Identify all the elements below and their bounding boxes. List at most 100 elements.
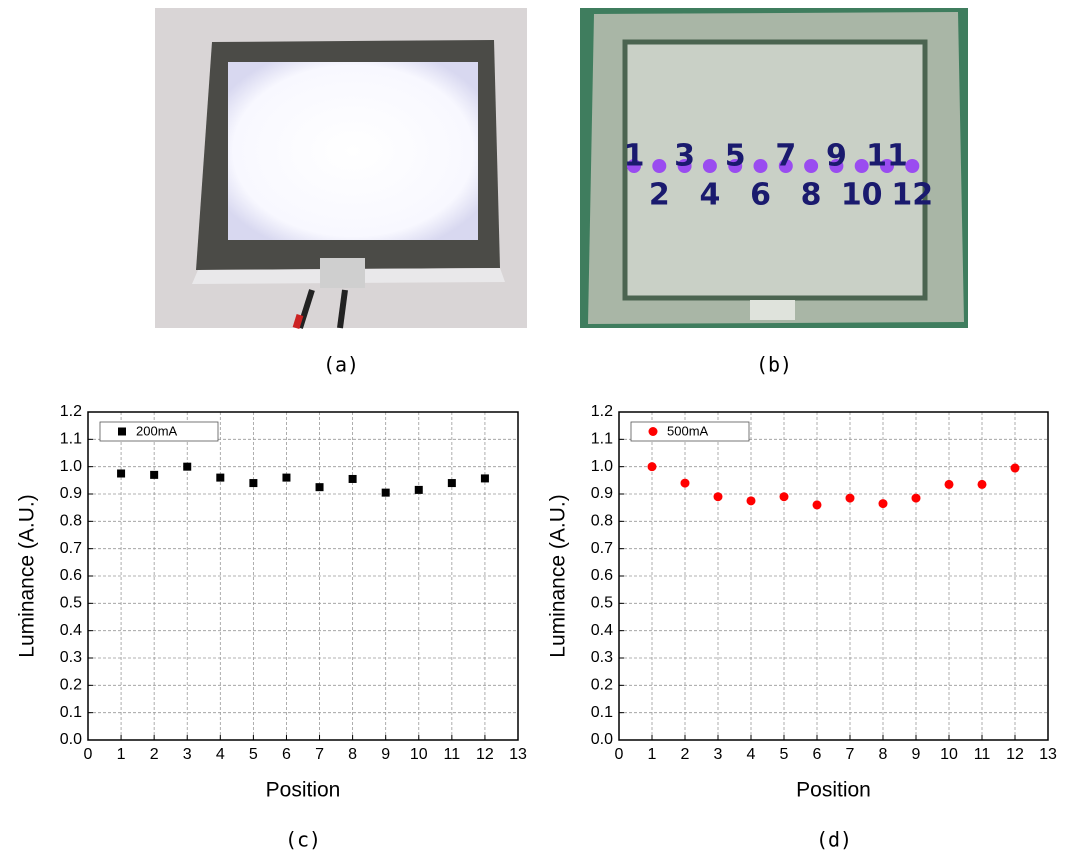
- data-point: [349, 475, 357, 483]
- data-point: [978, 480, 987, 489]
- caption: (b): [756, 353, 792, 377]
- data-point: [649, 427, 658, 436]
- y-tick-label: 0.0: [60, 731, 82, 748]
- position-number: 10: [841, 178, 883, 213]
- data-point: [249, 479, 257, 487]
- x-tick-label: 12: [1006, 746, 1024, 763]
- y-tick-label: 0.7: [591, 540, 613, 557]
- y-tick-label: 0.6: [591, 567, 613, 584]
- figure: (a) (b) 1234567891011120.00.10.20.30.40.…: [0, 0, 1070, 854]
- y-tick-label: 0.3: [60, 649, 82, 666]
- x-tick-label: 4: [747, 746, 756, 763]
- x-tick-label: 1: [117, 746, 126, 763]
- x-tick-label: 4: [216, 746, 225, 763]
- x-tick-label: 8: [879, 746, 888, 763]
- data-point: [150, 471, 158, 479]
- y-axis-title: Luminance (A.U.): [16, 494, 39, 657]
- data-point: [316, 483, 324, 491]
- y-tick-label: 1.1: [60, 431, 82, 448]
- y-tick-label: 0.4: [60, 622, 82, 639]
- probe-dot: [804, 159, 818, 173]
- data-point: [216, 474, 224, 482]
- x-tick-label: 6: [813, 746, 822, 763]
- data-point: [382, 489, 390, 497]
- y-tick-label: 0.3: [591, 649, 613, 666]
- data-point: [481, 474, 489, 482]
- y-tick-label: 0.2: [60, 677, 82, 694]
- y-tick-label: 0.9: [60, 485, 82, 502]
- y-tick-label: 0.9: [591, 485, 613, 502]
- x-tick-label: 5: [249, 746, 258, 763]
- y-tick-label: 1.0: [591, 458, 613, 475]
- data-point: [648, 462, 657, 471]
- y-tick-label: 0.1: [591, 704, 613, 721]
- position-number: 2: [649, 178, 670, 213]
- x-tick-label: 6: [282, 746, 291, 763]
- x-tick-label: 3: [183, 746, 192, 763]
- probe-dot: [703, 159, 717, 173]
- data-point: [448, 479, 456, 487]
- caption: (d): [816, 828, 852, 852]
- position-number: 12: [891, 178, 933, 213]
- x-tick-label: 1: [648, 746, 657, 763]
- y-tick-label: 0.1: [60, 704, 82, 721]
- x-tick-label: 9: [381, 746, 390, 763]
- legend-label: 500mA: [667, 423, 709, 438]
- data-point: [945, 480, 954, 489]
- y-tick-label: 0.6: [60, 567, 82, 584]
- position-number: 1: [624, 139, 645, 174]
- data-point: [846, 494, 855, 503]
- position-number: 8: [801, 178, 822, 213]
- x-tick-label: 0: [84, 746, 93, 763]
- y-tick-label: 1.2: [591, 403, 613, 420]
- legend-label: 200mA: [136, 423, 178, 438]
- x-tick-label: 7: [315, 746, 324, 763]
- x-tick-label: 7: [846, 746, 855, 763]
- y-tick-label: 0.5: [591, 595, 613, 612]
- position-number: 3: [674, 139, 695, 174]
- position-number: 9: [826, 139, 847, 174]
- y-tick-label: 0.4: [591, 622, 613, 639]
- data-point: [813, 500, 822, 509]
- x-tick-label: 0: [615, 746, 624, 763]
- y-tick-label: 1.0: [60, 458, 82, 475]
- x-tick-label: 10: [410, 746, 428, 763]
- position-number: 7: [775, 139, 796, 174]
- data-point: [912, 494, 921, 503]
- caption: (c): [285, 828, 321, 852]
- y-tick-label: 1.1: [591, 431, 613, 448]
- x-tick-label: 9: [912, 746, 921, 763]
- position-number: 5: [725, 139, 746, 174]
- position-number: 6: [750, 178, 771, 213]
- position-number: 4: [699, 178, 720, 213]
- y-tick-label: 0.8: [60, 513, 82, 530]
- y-tick-label: 0.8: [591, 513, 613, 530]
- data-point: [879, 499, 888, 508]
- data-point: [415, 486, 423, 494]
- y-tick-label: 0.7: [60, 540, 82, 557]
- data-point: [1011, 464, 1020, 473]
- data-point: [714, 492, 723, 501]
- data-point: [780, 492, 789, 501]
- position-number: 11: [866, 139, 908, 174]
- data-point: [282, 474, 290, 482]
- x-tick-label: 2: [150, 746, 159, 763]
- x-tick-label: 2: [681, 746, 690, 763]
- x-tick-label: 11: [974, 746, 991, 763]
- probe-dot: [652, 159, 666, 173]
- x-axis-title: Position: [796, 779, 871, 802]
- y-axis-title: Luminance (A.U.): [547, 494, 570, 657]
- data-point: [681, 479, 690, 488]
- caption: (a): [323, 353, 359, 377]
- y-tick-label: 0.0: [591, 731, 613, 748]
- x-tick-label: 8: [348, 746, 357, 763]
- data-point: [183, 463, 191, 471]
- y-tick-label: 1.2: [60, 403, 82, 420]
- x-tick-label: 3: [714, 746, 723, 763]
- probe-dot: [905, 159, 919, 173]
- x-tick-label: 13: [509, 746, 527, 763]
- x-tick-label: 5: [780, 746, 789, 763]
- x-axis-title: Position: [266, 779, 341, 802]
- x-tick-label: 10: [940, 746, 958, 763]
- data-point: [117, 470, 125, 478]
